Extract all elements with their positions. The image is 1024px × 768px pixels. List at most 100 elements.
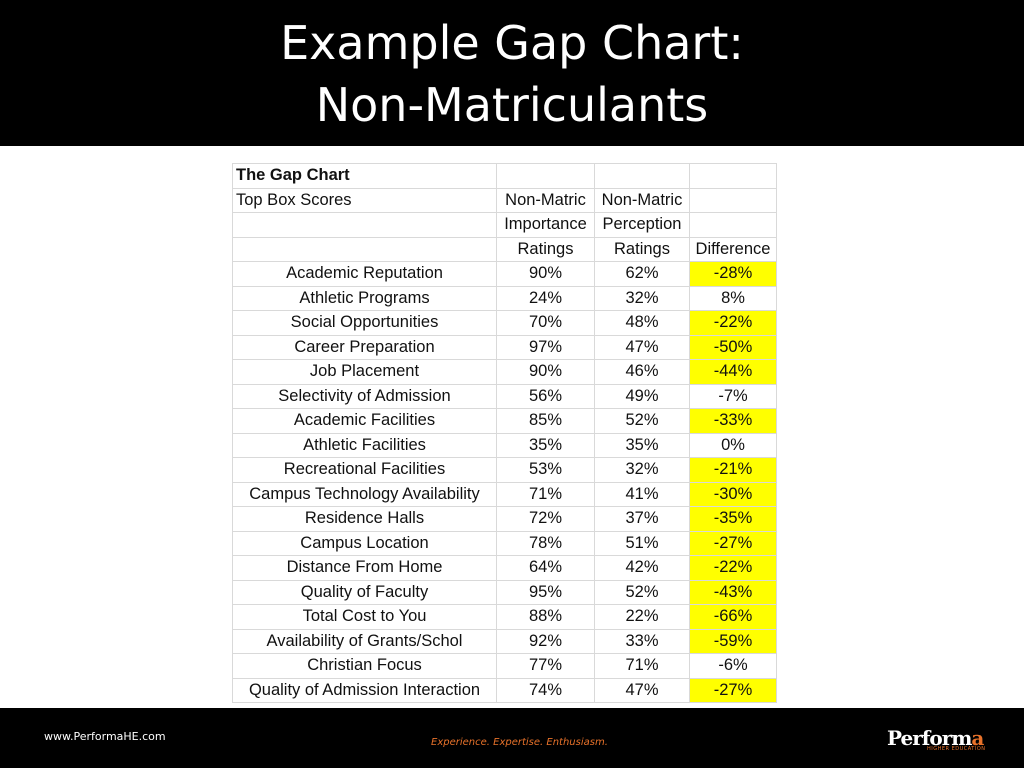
row-label: Distance From Home <box>232 555 497 581</box>
row-label: Quality of Admission Interaction <box>232 677 497 703</box>
perception-cell: 46% <box>594 359 690 385</box>
difference-cell: -43% <box>689 579 777 605</box>
perception-cell: 49% <box>594 383 690 409</box>
perception-cell: 51% <box>594 530 690 556</box>
header-row-1: Top Box Scores Non-Matric Non-Matric <box>232 187 777 213</box>
logo-accent-text: a <box>971 726 984 750</box>
table-row: Recreational Facilities 53% 32% -21% <box>232 457 777 483</box>
perception-cell: 52% <box>594 579 690 605</box>
row-label: Athletic Facilities <box>232 432 497 458</box>
row-label: Social Opportunities <box>232 310 497 336</box>
difference-cell: 0% <box>689 432 777 458</box>
table-row: Career Preparation 97% 47% -50% <box>232 334 777 360</box>
logo-subtitle: HIGHER EDUCATION <box>927 746 986 752</box>
table-row: Academic Facilities 85% 52% -33% <box>232 408 777 434</box>
row-label: Recreational Facilities <box>232 457 497 483</box>
perception-cell: 48% <box>594 310 690 336</box>
importance-cell: 95% <box>496 579 595 605</box>
logo-main-text: Perform <box>887 726 972 750</box>
difference-cell: -50% <box>689 334 777 360</box>
difference-cell: -7% <box>689 383 777 409</box>
importance-cell: 90% <box>496 359 595 385</box>
header-cell: Non-Matric <box>594 187 690 213</box>
perception-cell: 47% <box>594 677 690 703</box>
table-row: Total Cost to You 88% 22% -66% <box>232 604 777 630</box>
table-row: Athletic Facilities 35% 35% 0% <box>232 432 777 458</box>
difference-cell: -44% <box>689 359 777 385</box>
difference-cell: -21% <box>689 457 777 483</box>
importance-cell: 77% <box>496 653 595 679</box>
table-row: Job Placement 90% 46% -44% <box>232 359 777 385</box>
row-label: Campus Location <box>232 530 497 556</box>
header-cell <box>232 236 497 262</box>
table-row: Distance From Home 64% 42% -22% <box>232 555 777 581</box>
importance-cell: 70% <box>496 310 595 336</box>
difference-cell: -30% <box>689 481 777 507</box>
table-row: Residence Halls 72% 37% -35% <box>232 506 777 532</box>
table-row: Athletic Programs 24% 32% 8% <box>232 285 777 311</box>
header-cell: Ratings <box>594 236 690 262</box>
row-label: Selectivity of Admission <box>232 383 497 409</box>
importance-cell: 74% <box>496 677 595 703</box>
importance-cell: 97% <box>496 334 595 360</box>
tagline: Experience. Expertise. Enthusiasm. <box>431 737 608 748</box>
title-line-2: Non-Matriculants <box>315 78 709 132</box>
perception-cell: 52% <box>594 408 690 434</box>
header-cell: Ratings <box>496 236 595 262</box>
importance-cell: 64% <box>496 555 595 581</box>
difference-cell: -59% <box>689 628 777 654</box>
perception-cell: 22% <box>594 604 690 630</box>
row-label: Career Preparation <box>232 334 497 360</box>
perception-cell: 41% <box>594 481 690 507</box>
row-label: Academic Facilities <box>232 408 497 434</box>
importance-cell: 53% <box>496 457 595 483</box>
importance-cell: 78% <box>496 530 595 556</box>
difference-cell: -33% <box>689 408 777 434</box>
table-row: Social Opportunities 70% 48% -22% <box>232 310 777 336</box>
importance-cell: 24% <box>496 285 595 311</box>
difference-cell: -22% <box>689 555 777 581</box>
caption-row: The Gap Chart <box>232 163 777 189</box>
gap-chart-table: The Gap Chart Top Box Scores Non-Matric … <box>232 163 777 703</box>
table-row: Campus Technology Availability 71% 41% -30% <box>232 481 777 507</box>
difference-cell: -28% <box>689 261 777 287</box>
perception-cell: 33% <box>594 628 690 654</box>
perception-cell: 47% <box>594 334 690 360</box>
row-label: Quality of Faculty <box>232 579 497 605</box>
table-row: Quality of Faculty 95% 52% -43% <box>232 579 777 605</box>
difference-cell: -6% <box>689 653 777 679</box>
header-cell: Perception <box>594 212 690 238</box>
header-row-2: Importance Perception <box>232 212 777 238</box>
importance-cell: 92% <box>496 628 595 654</box>
difference-cell: -22% <box>689 310 777 336</box>
perception-cell: 32% <box>594 457 690 483</box>
importance-cell: 71% <box>496 481 595 507</box>
perception-cell: 42% <box>594 555 690 581</box>
performa-logo: Performa <box>887 726 984 750</box>
header-cell <box>689 187 777 213</box>
header-cell <box>232 212 497 238</box>
difference-cell: -27% <box>689 677 777 703</box>
row-label: Availability of Grants/Schol <box>232 628 497 654</box>
difference-cell: 8% <box>689 285 777 311</box>
perception-cell: 32% <box>594 285 690 311</box>
title-bar <box>0 0 1024 146</box>
table-row: Quality of Admission Interaction 74% 47% -2… <box>232 677 777 703</box>
difference-cell: -27% <box>689 530 777 556</box>
slide-title: Example Gap Chart: Non-Matriculants <box>0 0 1024 136</box>
header-cell <box>689 212 777 238</box>
importance-cell: 90% <box>496 261 595 287</box>
table-caption: The Gap Chart <box>232 163 497 189</box>
row-label: Job Placement <box>232 359 497 385</box>
table-row: Campus Location 78% 51% -27% <box>232 530 777 556</box>
perception-cell: 37% <box>594 506 690 532</box>
header-row-3: Ratings Ratings Difference <box>232 236 777 262</box>
perception-cell: 35% <box>594 432 690 458</box>
header-cell: Difference <box>689 236 777 262</box>
difference-cell: -35% <box>689 506 777 532</box>
row-label: Academic Reputation <box>232 261 497 287</box>
title-line-1: Example Gap Chart: <box>280 16 744 70</box>
website-link[interactable]: www.PerformaHE.com <box>44 730 166 743</box>
importance-cell: 56% <box>496 383 595 409</box>
table-row: Selectivity of Admission 56% 49% -7% <box>232 383 777 409</box>
